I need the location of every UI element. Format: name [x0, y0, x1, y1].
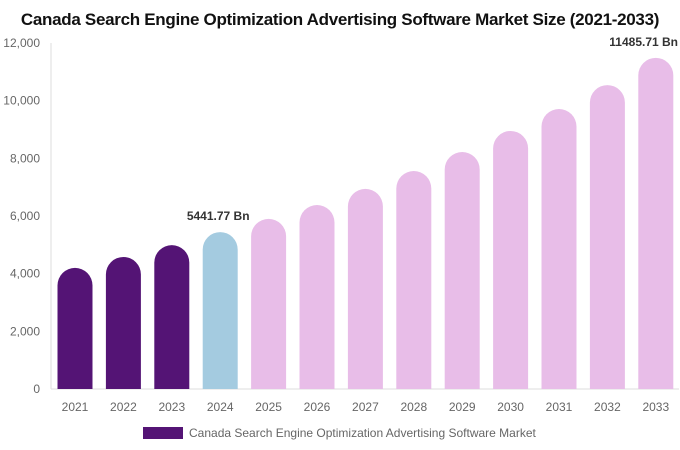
x-tick-label: 2025: [255, 400, 282, 414]
x-tick-label: 2027: [352, 400, 379, 414]
y-tick-label: 4,000: [10, 267, 40, 281]
bar: [396, 171, 432, 389]
x-tick-label: 2022: [110, 400, 137, 414]
y-tick-label: 0: [33, 382, 40, 396]
x-tick-label: 2029: [449, 400, 476, 414]
bar: [105, 256, 141, 389]
y-tick-label: 8,000: [10, 151, 40, 165]
x-tick-label: 2033: [642, 400, 669, 414]
bar: [299, 205, 335, 389]
x-tick-label: 2031: [546, 400, 573, 414]
bar: [444, 151, 480, 389]
bar: [493, 130, 529, 390]
x-tick-label: 2032: [594, 400, 621, 414]
x-tick-label: 2026: [304, 400, 331, 414]
legend: Canada Search Engine Optimization Advert…: [143, 426, 536, 440]
bar: [202, 232, 238, 389]
y-tick-label: 2,000: [10, 324, 40, 338]
chart-title: Canada Search Engine Optimization Advert…: [20, 10, 660, 29]
bar: [154, 245, 190, 389]
bar: [251, 218, 287, 389]
bar: [347, 188, 383, 389]
bar: [57, 267, 93, 389]
x-tick-label: 2021: [62, 400, 89, 414]
bar: [589, 85, 625, 389]
y-tick-label: 6,000: [10, 209, 40, 223]
x-tick-label: 2024: [207, 400, 234, 414]
bar: [541, 109, 577, 390]
data-label: 5441.77 Bn: [187, 209, 250, 223]
y-tick-label: 10,000: [3, 94, 40, 108]
legend-label: Canada Search Engine Optimization Advert…: [189, 426, 536, 440]
legend-swatch: [143, 427, 183, 439]
x-tick-label: 2023: [158, 400, 185, 414]
x-tick-label: 2030: [497, 400, 524, 414]
bar: [638, 57, 674, 389]
data-label: 11485.71 Bn: [609, 35, 678, 49]
x-tick-label: 2028: [400, 400, 427, 414]
y-tick-label: 12,000: [3, 36, 40, 50]
